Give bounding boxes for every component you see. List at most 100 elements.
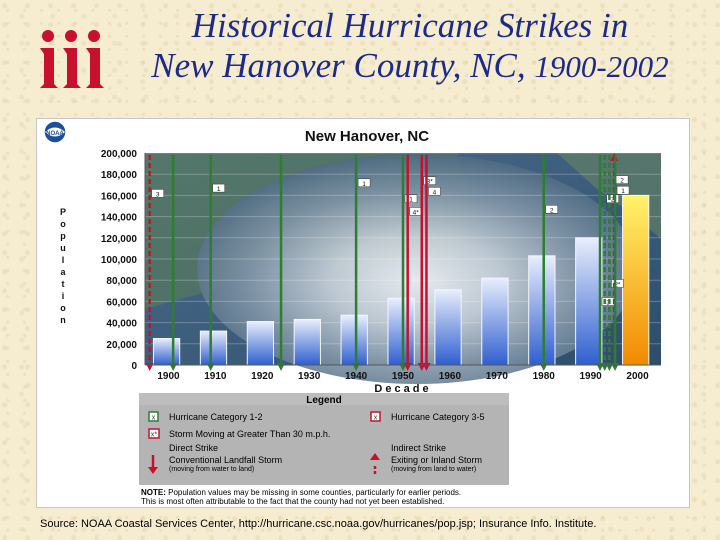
bar-1930 (293, 318, 321, 366)
strike-label-box (606, 194, 619, 203)
x-axis-label-text: Decade (374, 383, 431, 395)
x-tick-label: 1970 (486, 371, 509, 382)
strike-label-box (404, 194, 418, 203)
y-axis-label-char: o (60, 219, 66, 229)
y-axis-label: Population (60, 207, 67, 325)
note-label: NOTE: (141, 488, 166, 497)
y-tick-label: 120,000 (101, 234, 138, 245)
strike-label-box (151, 189, 164, 198)
bar-1970 (481, 277, 509, 366)
strike-label-box (616, 185, 630, 195)
legend-conv-arrow-icon (148, 455, 158, 474)
bar-1920 (246, 321, 275, 366)
legend-cat35-text: Hurricane Category 3-5 (391, 412, 485, 422)
slide-title: Historical Hurricane Strikes in New Hano… (110, 6, 710, 87)
strike-label-box (423, 176, 437, 185)
note-text-1: Population values may be missing in some… (168, 488, 461, 497)
x-tick-label: 1910 (204, 371, 227, 382)
strike-label: 4* (413, 209, 420, 216)
strike-label: 1 (217, 186, 221, 193)
noaa-logo-icon: NOAA (43, 120, 67, 144)
note-line-1: NOTE: Population values may be missing i… (141, 488, 461, 497)
y-tick-label: 160,000 (101, 191, 138, 202)
y-tick-label: 20,000 (106, 340, 137, 351)
legend-direct-text: Direct Strike (169, 443, 218, 453)
x-tick-label: 1950 (392, 371, 415, 382)
strike-label: 2 (550, 207, 554, 214)
bar-1960 (434, 289, 462, 366)
strike-label: 3 (156, 191, 160, 198)
y-tick-label: 80,000 (106, 276, 137, 287)
y-tick-label: 140,000 (101, 213, 138, 224)
strike-label: 4 (433, 189, 437, 196)
strike-label: 3* (427, 179, 434, 186)
x-tick-label: 1990 (580, 371, 603, 382)
legend-fast-text: Storm Moving at Greater Than 30 m.p.h. (169, 429, 330, 439)
note-line-2: This is most often attributable to the f… (141, 497, 444, 506)
bar-1990 (575, 237, 603, 366)
strike-arrow-icon (145, 363, 154, 371)
legend: Legend x Hurricane Category 1-2 x Hurric… (139, 393, 509, 485)
iii-logo-icon (40, 30, 104, 88)
strike-label: 1 (409, 197, 413, 204)
x-tick-label: 1960 (439, 371, 462, 382)
bar-1980 (528, 255, 556, 366)
x-tick-label: 1940 (345, 371, 368, 382)
y-tick-label: 180,000 (101, 170, 138, 181)
title-line-2: New Hanover County, NC, (151, 46, 526, 85)
legend-cat35: x Hurricane Category 3-5 (370, 411, 485, 422)
strike-label: 1 (362, 181, 366, 188)
bars (152, 194, 650, 366)
strike-label-box (357, 178, 371, 188)
x-axis-label: Decade (374, 383, 431, 395)
x-tick-label: 2000 (626, 371, 649, 382)
hurricane-chart: NOAA New Hanover, NC 0 20,000 40,000 60,000… (43, 120, 661, 506)
svg-text:x: x (152, 415, 156, 422)
chart-title: New Hanover, NC (305, 128, 429, 145)
y-tick-label: 100,000 (101, 255, 138, 266)
y-axis-label-char: p (60, 231, 66, 241)
y-axis-label-char: a (60, 267, 66, 277)
x-axis: 1900 1910 1920 1930 1940 1950 1960 1970 1980 1990… (145, 364, 661, 382)
y-axis-label-char: i (62, 291, 65, 301)
y-axis-label-char: t (62, 279, 65, 289)
legend-conv-text: Conventional Landfall Storm (169, 455, 282, 465)
legend-cat12-text: Hurricane Category 1-2 (169, 412, 263, 422)
source-citation: Source: NOAA Coastal Services Center, ht… (40, 518, 597, 530)
noaa-logo-text: NOAA (46, 131, 64, 137)
strike-label-box (545, 205, 558, 214)
y-axis-label-char: P (60, 207, 66, 217)
legend-exit-arrow-icon (370, 453, 380, 475)
strike-arrow-icon (539, 363, 548, 371)
legend-fast: x* Storm Moving at Greater Than 30 m.p.h… (148, 428, 330, 439)
bar-1950 (387, 297, 415, 366)
y-tick-label: 60,000 (106, 297, 137, 308)
title-years: 1900-2002 (534, 49, 669, 84)
strike-label-box (212, 183, 225, 193)
y-tick-label: 200,000 (101, 149, 138, 160)
y-axis: 0 20,000 40,000 60,000 80,000 100,000 120,000 1… (101, 149, 146, 372)
strike-label: 2 (611, 197, 615, 204)
bar-1940 (340, 314, 368, 366)
strike-label: 2 (620, 178, 624, 185)
svg-text:x*: x* (151, 432, 158, 439)
legend-exit-text: Exiting or Inland Storm (391, 455, 482, 465)
legend-exit-sub: (moving from land to water) (391, 466, 476, 473)
x-tick-label: 1930 (298, 371, 321, 382)
chart-note: NOTE: Population values may be missing i… (141, 488, 461, 506)
x-tick-label: 1900 (157, 371, 180, 382)
legend-indirect-text: Indirect Strike (391, 443, 446, 453)
bar-2000 (622, 194, 650, 366)
strike-arrow-icon (206, 363, 215, 371)
x-tick-label: 1980 (533, 371, 556, 382)
strike-arrow-icon (611, 363, 620, 371)
y-axis-label-char: o (60, 303, 66, 313)
bar-1910 (199, 330, 228, 366)
strike-label: 2* (614, 282, 621, 289)
y-axis-label-char: l (62, 255, 65, 265)
strike-label: 1 (621, 188, 625, 195)
chart-panel: NOAA New Hanover, NC 0 20,000 40,000 60,000… (36, 118, 690, 508)
legend-cat12: x Hurricane Category 1-2 (148, 411, 263, 422)
x-tick-label: 1920 (251, 371, 274, 382)
strike-label-box (428, 187, 441, 196)
